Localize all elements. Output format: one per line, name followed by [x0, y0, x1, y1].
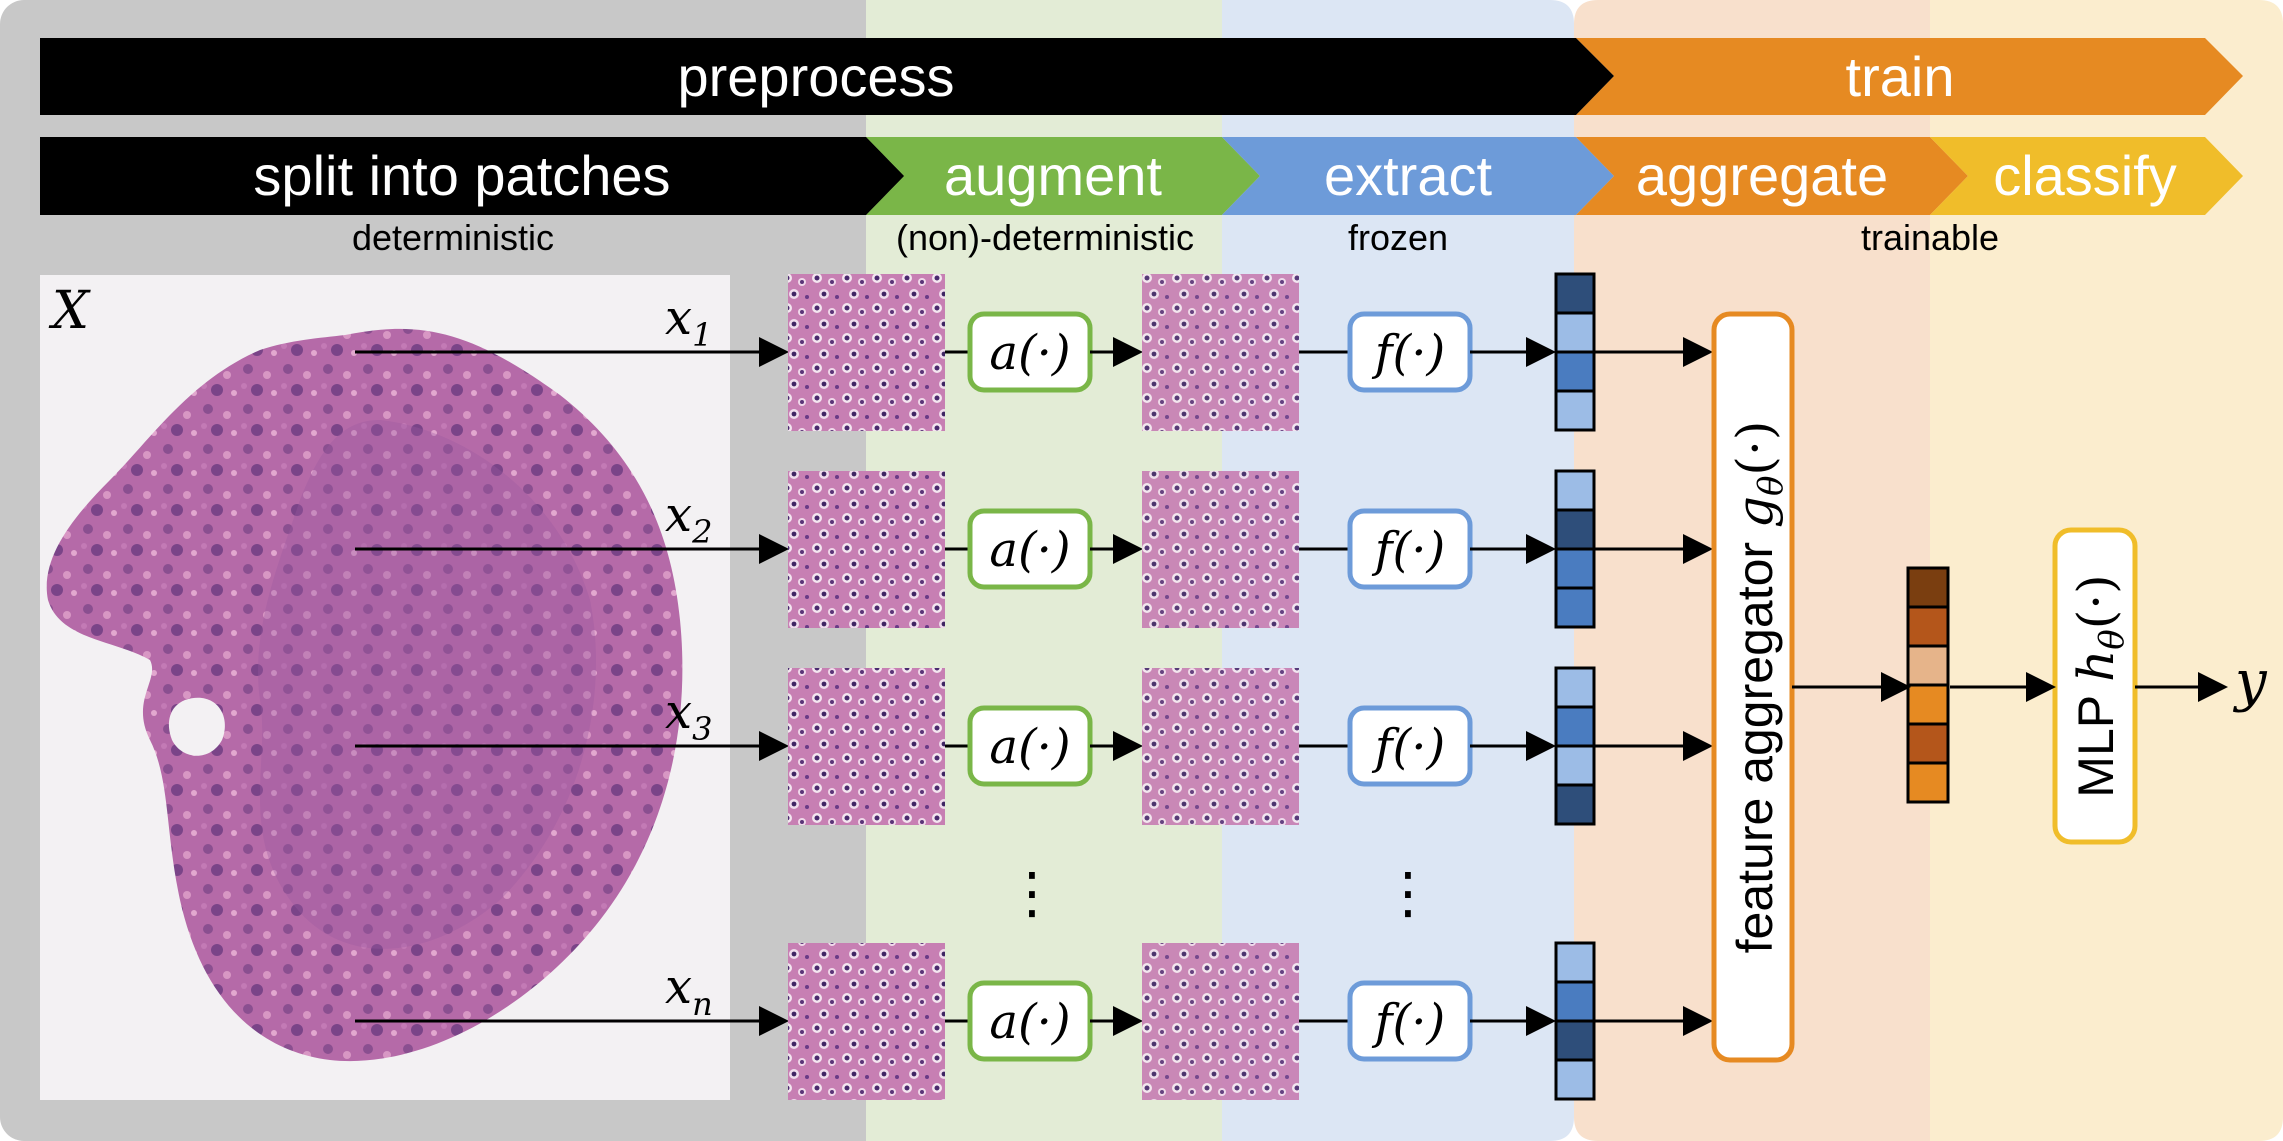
- augment-ellipsis: ⋮: [1004, 861, 1060, 924]
- classify-banner: [1930, 137, 2243, 215]
- tissue-patch: [788, 274, 945, 431]
- preprocess-label: preprocess: [677, 45, 954, 108]
- augment-function-label: a(·): [989, 522, 1070, 578]
- tissue-inner: [258, 420, 596, 949]
- feature-vector-cell: [1554, 586, 1596, 629]
- patch-label: x2: [665, 487, 712, 551]
- augmented-patch: [1142, 943, 1299, 1100]
- mlp-label: MLP hθ(·): [2067, 574, 2132, 797]
- patch-row: x2 a(·) f(·): [355, 469, 1713, 629]
- feature-vector-cell: [1554, 744, 1596, 787]
- split-arrowhead: [866, 137, 904, 215]
- feature-vector-cell: [1554, 272, 1596, 315]
- augment-property: (non)-deterministic: [896, 217, 1194, 258]
- slide-label: X: [48, 281, 91, 341]
- split-banner: [40, 137, 904, 215]
- tissue-hole: [168, 697, 225, 756]
- embedding-cell: [1906, 722, 1950, 765]
- feature-vector-cell: [1554, 941, 1596, 984]
- aggregate-banner: [1576, 137, 1968, 215]
- train-banner: [1576, 38, 2243, 115]
- feature-vector-cell: [1554, 783, 1596, 826]
- patch-row: x1 a(·) f(·): [355, 272, 1713, 432]
- feature-vector-cell: [1554, 508, 1596, 551]
- preprocess-banner: [40, 38, 1576, 115]
- feature-vector-cell: [1554, 311, 1596, 354]
- augment-label: augment: [944, 144, 1162, 207]
- feature-vector-cell: [1554, 1058, 1596, 1101]
- aggregated-embedding: [1906, 566, 1950, 804]
- patch-row: xn a(·) f(·): [355, 941, 1713, 1101]
- preprocess-arrowhead: [1540, 38, 1614, 115]
- feature-vector-cell: [1554, 389, 1596, 432]
- tissue-patch: [788, 943, 945, 1100]
- embedding-cell: [1906, 566, 1950, 609]
- output-label: y: [2232, 649, 2268, 714]
- feature-vector-cell: [1554, 469, 1596, 512]
- augmented-patch: [1142, 274, 1299, 431]
- patch-label: x1: [665, 290, 712, 354]
- feature-vector-cell: [1554, 705, 1596, 748]
- augment-function-label: a(·): [989, 994, 1070, 1050]
- feature-vector-cell: [1554, 547, 1596, 590]
- extract-property: frozen: [1348, 217, 1448, 258]
- tissue-patch: [788, 471, 945, 628]
- extract-function-label: f(·): [1372, 719, 1445, 775]
- tissue-section: [46, 328, 683, 1062]
- aggregate-label: aggregate: [1636, 144, 1888, 207]
- patch-label: xn: [665, 959, 713, 1023]
- tissue-patch: [788, 668, 945, 825]
- patch-row: x3 a(·) f(·): [355, 666, 1713, 826]
- embedding-cell: [1906, 683, 1950, 726]
- augment-function-label: a(·): [989, 325, 1070, 381]
- feature-vector-cell: [1554, 1019, 1596, 1062]
- train-label: train: [1846, 45, 1955, 108]
- patch-label: x3: [665, 684, 712, 748]
- embedding-cell: [1906, 761, 1950, 804]
- augment-banner: [866, 137, 1260, 215]
- feature-aggregator-label: feature aggregator gθ(·): [1726, 421, 1791, 954]
- extract-label: extract: [1324, 144, 1492, 207]
- feature-vector-cell: [1554, 666, 1596, 709]
- embedding-cell: [1906, 605, 1950, 648]
- extract-ellipsis: ⋮: [1380, 861, 1436, 924]
- split-label: split into patches: [253, 144, 670, 207]
- embedding-cell: [1906, 644, 1950, 687]
- extract-function-label: f(·): [1372, 994, 1445, 1050]
- extract-banner: [1222, 137, 1614, 215]
- feature-vector-cell: [1554, 350, 1596, 393]
- augmented-patch: [1142, 668, 1299, 825]
- extract-function-label: f(·): [1372, 325, 1445, 381]
- augment-function-label: a(·): [989, 719, 1070, 775]
- feature-vector-cell: [1554, 980, 1596, 1023]
- classify-label: classify: [1993, 144, 2177, 207]
- augmented-patch: [1142, 471, 1299, 628]
- split-property: deterministic: [352, 217, 554, 258]
- train-property: trainable: [1861, 217, 1999, 258]
- extract-function-label: f(·): [1372, 522, 1445, 578]
